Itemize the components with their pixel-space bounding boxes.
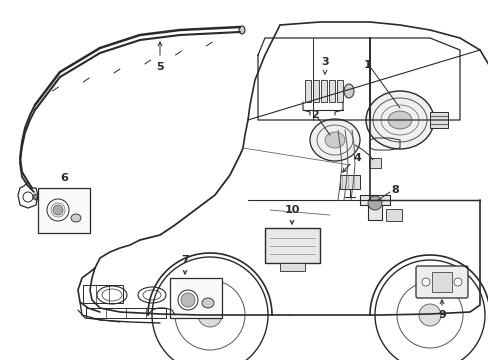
Text: 5: 5 <box>156 62 163 72</box>
Circle shape <box>181 293 195 307</box>
Bar <box>431 272 451 292</box>
Text: 2: 2 <box>310 110 318 120</box>
Text: 4: 4 <box>352 153 360 163</box>
Ellipse shape <box>343 84 353 98</box>
Text: 6: 6 <box>60 173 68 183</box>
Ellipse shape <box>365 91 433 149</box>
Bar <box>305 80 310 102</box>
Bar <box>320 80 326 102</box>
Text: 8: 8 <box>390 185 398 195</box>
Bar <box>83 285 123 303</box>
Text: 3: 3 <box>321 57 328 67</box>
Ellipse shape <box>71 214 81 222</box>
Bar <box>312 80 318 102</box>
Circle shape <box>453 278 461 286</box>
Circle shape <box>421 278 429 286</box>
Circle shape <box>33 194 39 200</box>
Bar <box>336 80 342 102</box>
Bar <box>385 209 401 221</box>
Bar <box>280 263 305 271</box>
Circle shape <box>367 196 381 210</box>
Ellipse shape <box>387 111 411 129</box>
Circle shape <box>198 303 222 327</box>
Bar <box>86 308 165 318</box>
Text: 10: 10 <box>284 205 299 215</box>
Text: 7: 7 <box>181 255 188 265</box>
Circle shape <box>418 304 440 326</box>
Bar <box>264 228 319 263</box>
Polygon shape <box>359 195 389 220</box>
Text: 9: 9 <box>437 310 445 320</box>
Bar <box>328 80 334 102</box>
Ellipse shape <box>325 132 345 148</box>
Ellipse shape <box>202 298 214 308</box>
Ellipse shape <box>309 119 359 161</box>
Circle shape <box>53 205 63 215</box>
Bar <box>339 175 359 189</box>
Bar <box>429 112 447 128</box>
Text: 1: 1 <box>364 60 371 70</box>
Bar <box>38 188 90 233</box>
Bar <box>170 278 222 318</box>
Ellipse shape <box>239 26 244 34</box>
Bar <box>368 158 380 168</box>
FancyBboxPatch shape <box>415 266 467 298</box>
